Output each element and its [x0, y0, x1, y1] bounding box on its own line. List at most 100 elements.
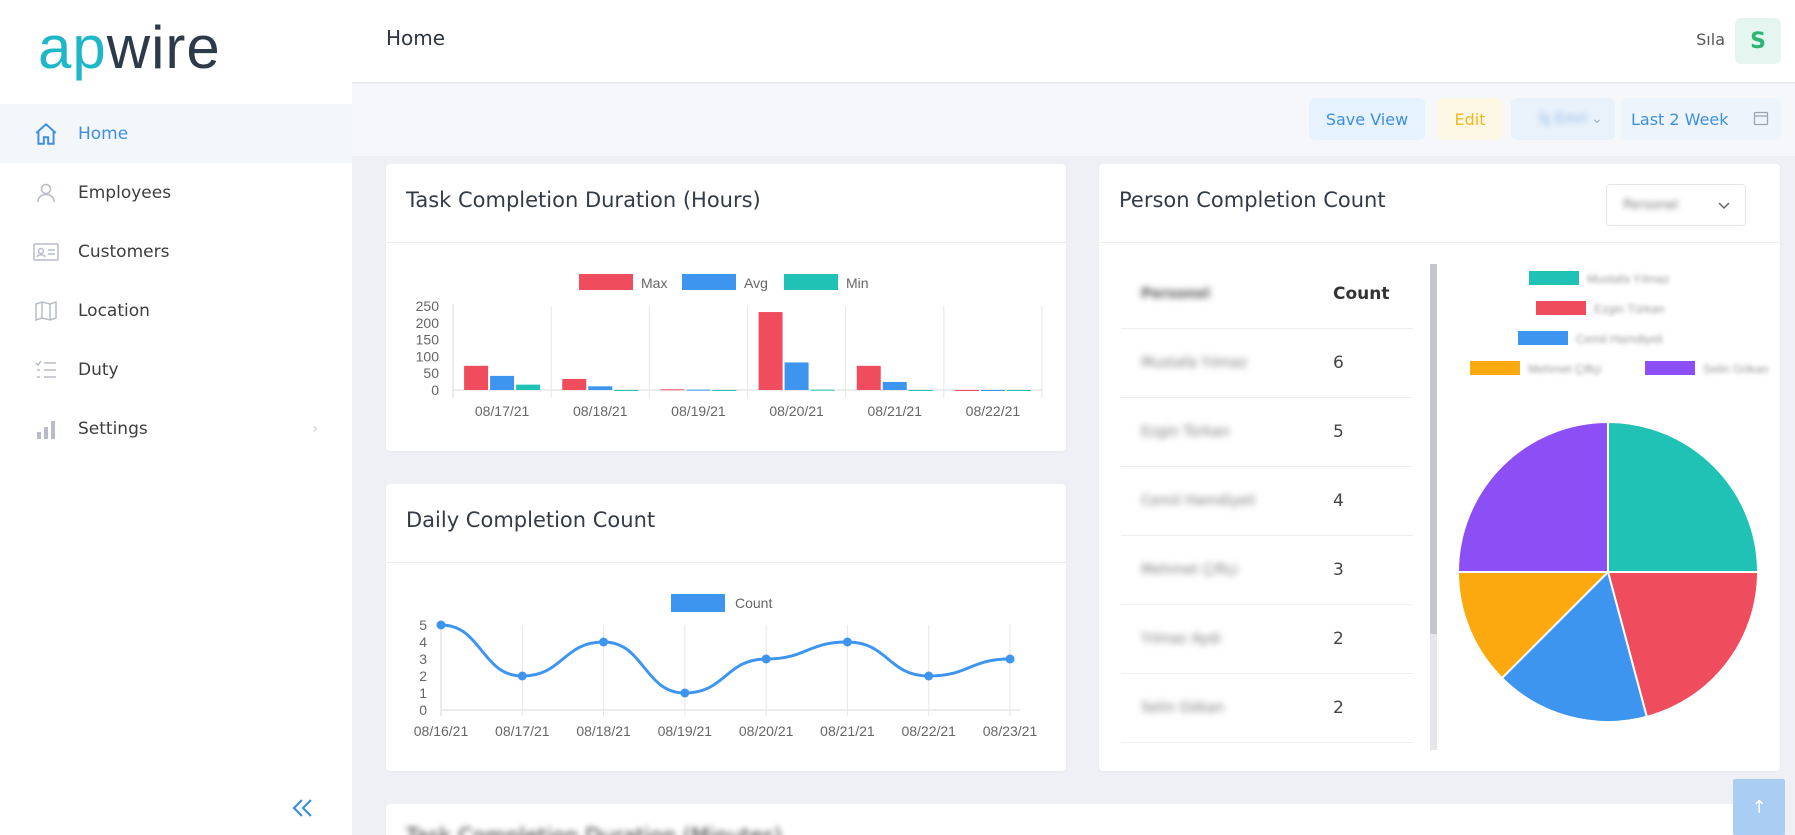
user-icon	[32, 179, 60, 207]
sidebar-item-location[interactable]: Location	[0, 281, 352, 340]
bar-min	[712, 390, 737, 391]
sidebar-item-customers[interactable]: Customers	[0, 222, 352, 281]
sidebar-nav: Home Employees Customers Location Duty	[0, 104, 352, 458]
daily-completion-card: Daily Completion Count Count 5 4 3 2 1 0 08/16/…	[386, 484, 1066, 771]
edit-button[interactable]: Edit	[1437, 98, 1503, 140]
column-header-person[interactable]: Personel	[1141, 286, 1210, 302]
legend-swatch	[1529, 271, 1579, 285]
y-tick-label: 5	[419, 617, 427, 633]
bar-avg	[686, 389, 711, 391]
person-completion-card: Person Completion Count Personel Persone…	[1099, 164, 1780, 771]
pie-slice	[1500, 570, 1649, 723]
dashboard-toolbar: Save View Edit İş Emri ⌄ Last 2 Week	[352, 84, 1795, 156]
legend-swatch	[682, 274, 736, 290]
legend-swatch	[784, 274, 838, 290]
view-select[interactable]: İş Emri ⌄	[1511, 98, 1615, 140]
map-icon	[32, 297, 60, 325]
table-scrollbar[interactable]	[1430, 264, 1437, 750]
logo-part-a: ap	[38, 13, 107, 81]
legend-label: Max	[641, 275, 667, 291]
y-tick-label: 150	[416, 332, 440, 348]
x-tick-label: 08/21/21	[820, 723, 875, 739]
person-group-dropdown[interactable]: Personel	[1606, 184, 1746, 226]
table-row[interactable]: Yılmaz Aydı 2	[1121, 605, 1413, 674]
y-tick-label: 4	[419, 634, 427, 650]
legend-label: Min	[846, 275, 869, 291]
sidebar-item-settings[interactable]: Settings ›	[0, 399, 352, 458]
person-name: Yılmaz Aydı	[1141, 631, 1222, 647]
card-title: Daily Completion Count	[406, 508, 656, 532]
y-tick-label: 2	[419, 668, 427, 684]
sidebar-item-duty[interactable]: Duty	[0, 340, 352, 399]
column-header-count[interactable]: Count	[1333, 284, 1390, 304]
table-header-row: Personel Count	[1121, 260, 1413, 329]
pie-slice	[1456, 571, 1611, 680]
x-tick-label: 08/22/21	[966, 403, 1021, 419]
x-tick-label: 08/17/21	[495, 723, 550, 739]
bar-max	[954, 390, 979, 391]
scroll-to-top-button[interactable]: ↑	[1733, 779, 1785, 835]
y-tick-label: 1	[419, 685, 427, 701]
apwire-logo[interactable]: apwire	[38, 13, 221, 81]
date-range-picker[interactable]: Last 2 Week	[1621, 98, 1781, 140]
card-title: Task Completion Duration (Minutes)	[406, 824, 782, 835]
y-tick-label: 250	[416, 298, 440, 314]
x-tick-label: 08/19/21	[671, 403, 726, 419]
data-point	[1005, 654, 1015, 664]
x-tick-label: 08/23/21	[983, 723, 1038, 739]
y-tick-label: 0	[431, 382, 439, 398]
table-row[interactable]: Mehmet Çiftçi 3	[1121, 536, 1413, 605]
bar-max	[856, 365, 881, 390]
data-point	[599, 637, 609, 647]
x-tick-label: 08/20/21	[739, 723, 794, 739]
bar-min	[614, 390, 639, 391]
y-tick-label: 200	[416, 315, 440, 331]
save-view-button[interactable]: Save View	[1309, 98, 1425, 140]
y-tick-label: 0	[419, 702, 427, 718]
double-chevron-left-icon	[292, 799, 312, 817]
table-row[interactable]: Cemil Hamdiyeli 4	[1121, 467, 1413, 536]
bar-max	[758, 312, 783, 390]
scrollbar-thumb[interactable]	[1430, 264, 1437, 634]
date-range-label: Last 2 Week	[1631, 109, 1729, 129]
task-duration-minutes-card: Task Completion Duration (Minutes)	[386, 804, 1780, 835]
legend-label: Mustafa Yılmaz	[1587, 272, 1669, 286]
legend-label: Cemil Hamdiyeli	[1576, 332, 1663, 346]
sidebar-item-employees[interactable]: Employees	[0, 163, 352, 222]
x-tick-label: 08/19/21	[658, 723, 713, 739]
y-tick-label: 3	[419, 651, 427, 667]
bar-avg	[490, 375, 515, 390]
series-line-count	[440, 623, 1011, 695]
avatar[interactable]: S	[1735, 18, 1781, 64]
legend-swatch	[671, 594, 725, 612]
user-name[interactable]: Sıla	[1696, 30, 1725, 49]
y-tick-label: 100	[416, 348, 440, 364]
task-duration-card: Task Completion Duration (Hours) Max Avg M…	[386, 164, 1066, 451]
arrow-up-icon: ↑	[1751, 796, 1767, 818]
sidebar-item-label: Settings	[78, 418, 148, 439]
list-check-icon	[32, 356, 60, 384]
data-point	[924, 671, 934, 681]
x-tick-label: 08/18/21	[576, 723, 631, 739]
table-row[interactable]: Selin Gökan 2	[1121, 674, 1413, 743]
legend-label: Selin Gökan	[1703, 362, 1768, 376]
table-row[interactable]: Ezgin Türkan 5	[1121, 398, 1413, 467]
collapse-sidebar-button[interactable]	[288, 793, 318, 823]
sidebar-item-label: Employees	[78, 182, 172, 203]
x-tick-label: 08/22/21	[901, 723, 956, 739]
table-row[interactable]: Mustafa Yılmaz 6	[1121, 329, 1413, 398]
data-point	[761, 654, 771, 664]
bar-min	[810, 389, 835, 391]
bar-chart-icon	[32, 415, 60, 443]
data-point	[842, 637, 852, 647]
home-icon	[32, 120, 60, 148]
pie-slice	[1456, 420, 1609, 573]
bar-avg	[882, 381, 907, 390]
divider	[386, 562, 1066, 563]
pie-slice	[1607, 420, 1760, 573]
person-table: Personel Count Mustafa Yılmaz 6 Ezgin Tü…	[1121, 260, 1413, 743]
sidebar-item-home[interactable]: Home	[0, 104, 352, 163]
legend-label: Avg	[744, 275, 768, 291]
divider	[386, 242, 1066, 243]
person-name: Ezgin Türkan	[1141, 424, 1230, 440]
